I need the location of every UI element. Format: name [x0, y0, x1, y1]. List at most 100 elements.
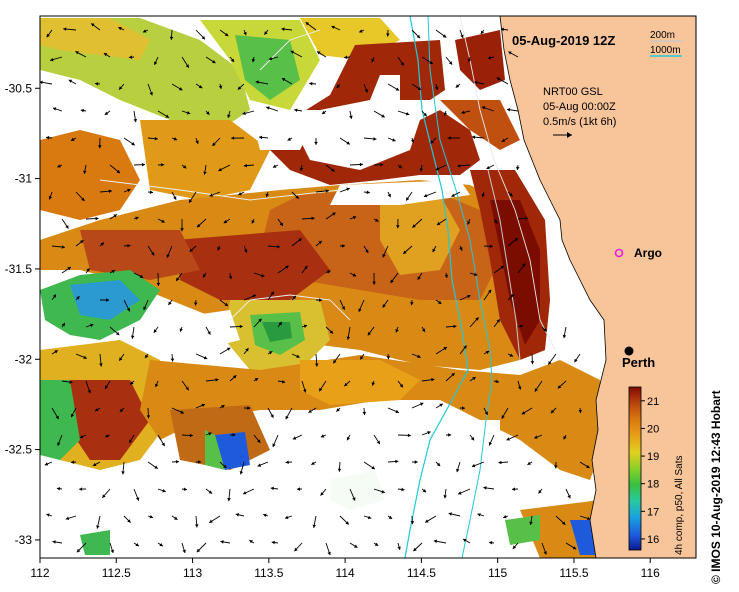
current-vector-head — [467, 294, 471, 299]
current-vector-head — [304, 265, 308, 270]
current-vector-head — [131, 142, 135, 146]
current-vector-head — [227, 498, 231, 502]
current-vector-head — [332, 212, 336, 216]
current-vector-head — [534, 435, 538, 439]
perth-marker: Perth — [622, 346, 655, 370]
current-vector-head — [226, 347, 231, 351]
colorbar: 16 17 18 19 20 21 4h comp, p50, All Sats — [628, 386, 685, 555]
current-vector-head — [467, 221, 471, 225]
current-vector-head — [522, 263, 526, 267]
current-vector-head — [113, 214, 117, 218]
plot-frame — [39, 15, 697, 559]
x-tick-label: 113 — [183, 566, 202, 580]
current-vector-head — [265, 193, 270, 198]
current-vector-head — [346, 336, 351, 340]
current-vector-head — [429, 60, 433, 64]
current-vector-head — [71, 460, 75, 464]
current-vector-head — [336, 84, 340, 89]
current-vector-head — [470, 436, 475, 441]
current-vector-head — [71, 137, 75, 141]
sst-field — [40, 18, 605, 558]
current-vector-head — [61, 322, 65, 327]
current-vector-head — [80, 108, 85, 113]
current-vector-head — [346, 436, 351, 441]
current-vector-head — [268, 56, 273, 61]
current-vector-head — [155, 383, 159, 388]
current-vector-head — [232, 433, 236, 437]
current-vector-head — [398, 164, 403, 169]
x-tick-label: 115.5 — [559, 566, 588, 580]
current-vector-head — [419, 402, 424, 406]
current-vector-head — [460, 34, 464, 39]
y-tick-label: -33 — [15, 533, 33, 547]
current-vector-head — [130, 335, 135, 339]
current-vector-head — [530, 361, 535, 365]
current-vector-head — [52, 107, 57, 111]
current-vector-head — [417, 86, 422, 91]
current-vector-head — [439, 403, 443, 407]
current-vector-head — [228, 275, 233, 280]
current-vector-head — [224, 32, 229, 37]
current-vector-head — [574, 358, 578, 363]
current-vector-head — [341, 244, 345, 248]
current-vector-head — [156, 282, 161, 286]
current-vector-head — [308, 409, 312, 413]
x-tick-label: 112 — [30, 566, 49, 580]
x-tick-label: 114.5 — [407, 566, 436, 580]
current-vector-head — [427, 431, 431, 435]
current-vector-head — [185, 64, 189, 68]
current-vector-head — [341, 306, 345, 310]
current-vector-head — [421, 328, 426, 332]
current-vector-head — [325, 189, 329, 193]
current-vector-head — [437, 300, 442, 304]
current-vector-head — [423, 193, 428, 198]
current-vector-head — [410, 139, 415, 143]
current-vector-head — [281, 379, 286, 384]
current-vector-head — [572, 546, 577, 550]
current-vector-head — [186, 111, 191, 115]
current-vector-head — [198, 84, 203, 89]
current-vector-head — [207, 331, 211, 335]
current-vector-head — [509, 353, 514, 357]
current-vector-head — [195, 140, 199, 144]
current-vector-head — [557, 385, 562, 389]
current-vector-head — [141, 162, 145, 167]
current-vector-head — [433, 539, 438, 544]
current-vector-head — [474, 80, 478, 85]
current-vector-head — [270, 414, 274, 418]
colorbar-label: 4h comp, p50, All Sats — [674, 455, 685, 555]
current-vector-head — [103, 53, 108, 57]
current-vector-head — [506, 107, 511, 112]
current-vector-head — [70, 413, 75, 418]
current-vector-head — [296, 487, 301, 491]
current-vector-head — [327, 270, 331, 274]
current-vector-head — [185, 386, 189, 391]
current-vector-head — [215, 378, 219, 382]
current-vector-head — [578, 409, 583, 414]
current-vector-head — [227, 114, 231, 118]
current-vector-head — [230, 58, 235, 63]
current-vector-head — [206, 111, 210, 115]
current-vector-head — [52, 540, 56, 544]
current-vector-head — [463, 538, 467, 543]
current-vector-head — [416, 34, 421, 39]
current-vector-head — [63, 27, 67, 31]
current-vector-head — [484, 411, 488, 415]
current-vector-head — [496, 77, 501, 81]
current-vector-head — [98, 145, 102, 149]
current-vector-head — [374, 542, 379, 546]
current-vector-head — [410, 521, 415, 525]
current-vector-head — [95, 81, 99, 86]
current-vector-head — [223, 464, 227, 469]
current-vector-head — [314, 141, 318, 145]
current-vector-head — [436, 221, 441, 225]
current-vector-head — [104, 111, 109, 115]
colorbar-ticks: 16 17 18 19 20 21 — [641, 396, 659, 546]
current-vector-head — [189, 248, 194, 252]
current-vector-head — [154, 465, 158, 469]
argo-marker: Argo — [614, 246, 662, 260]
current-vector-head — [477, 513, 481, 517]
current-vector-head — [196, 548, 201, 553]
current-vector-head — [221, 405, 225, 409]
current-vector-head — [212, 142, 216, 146]
